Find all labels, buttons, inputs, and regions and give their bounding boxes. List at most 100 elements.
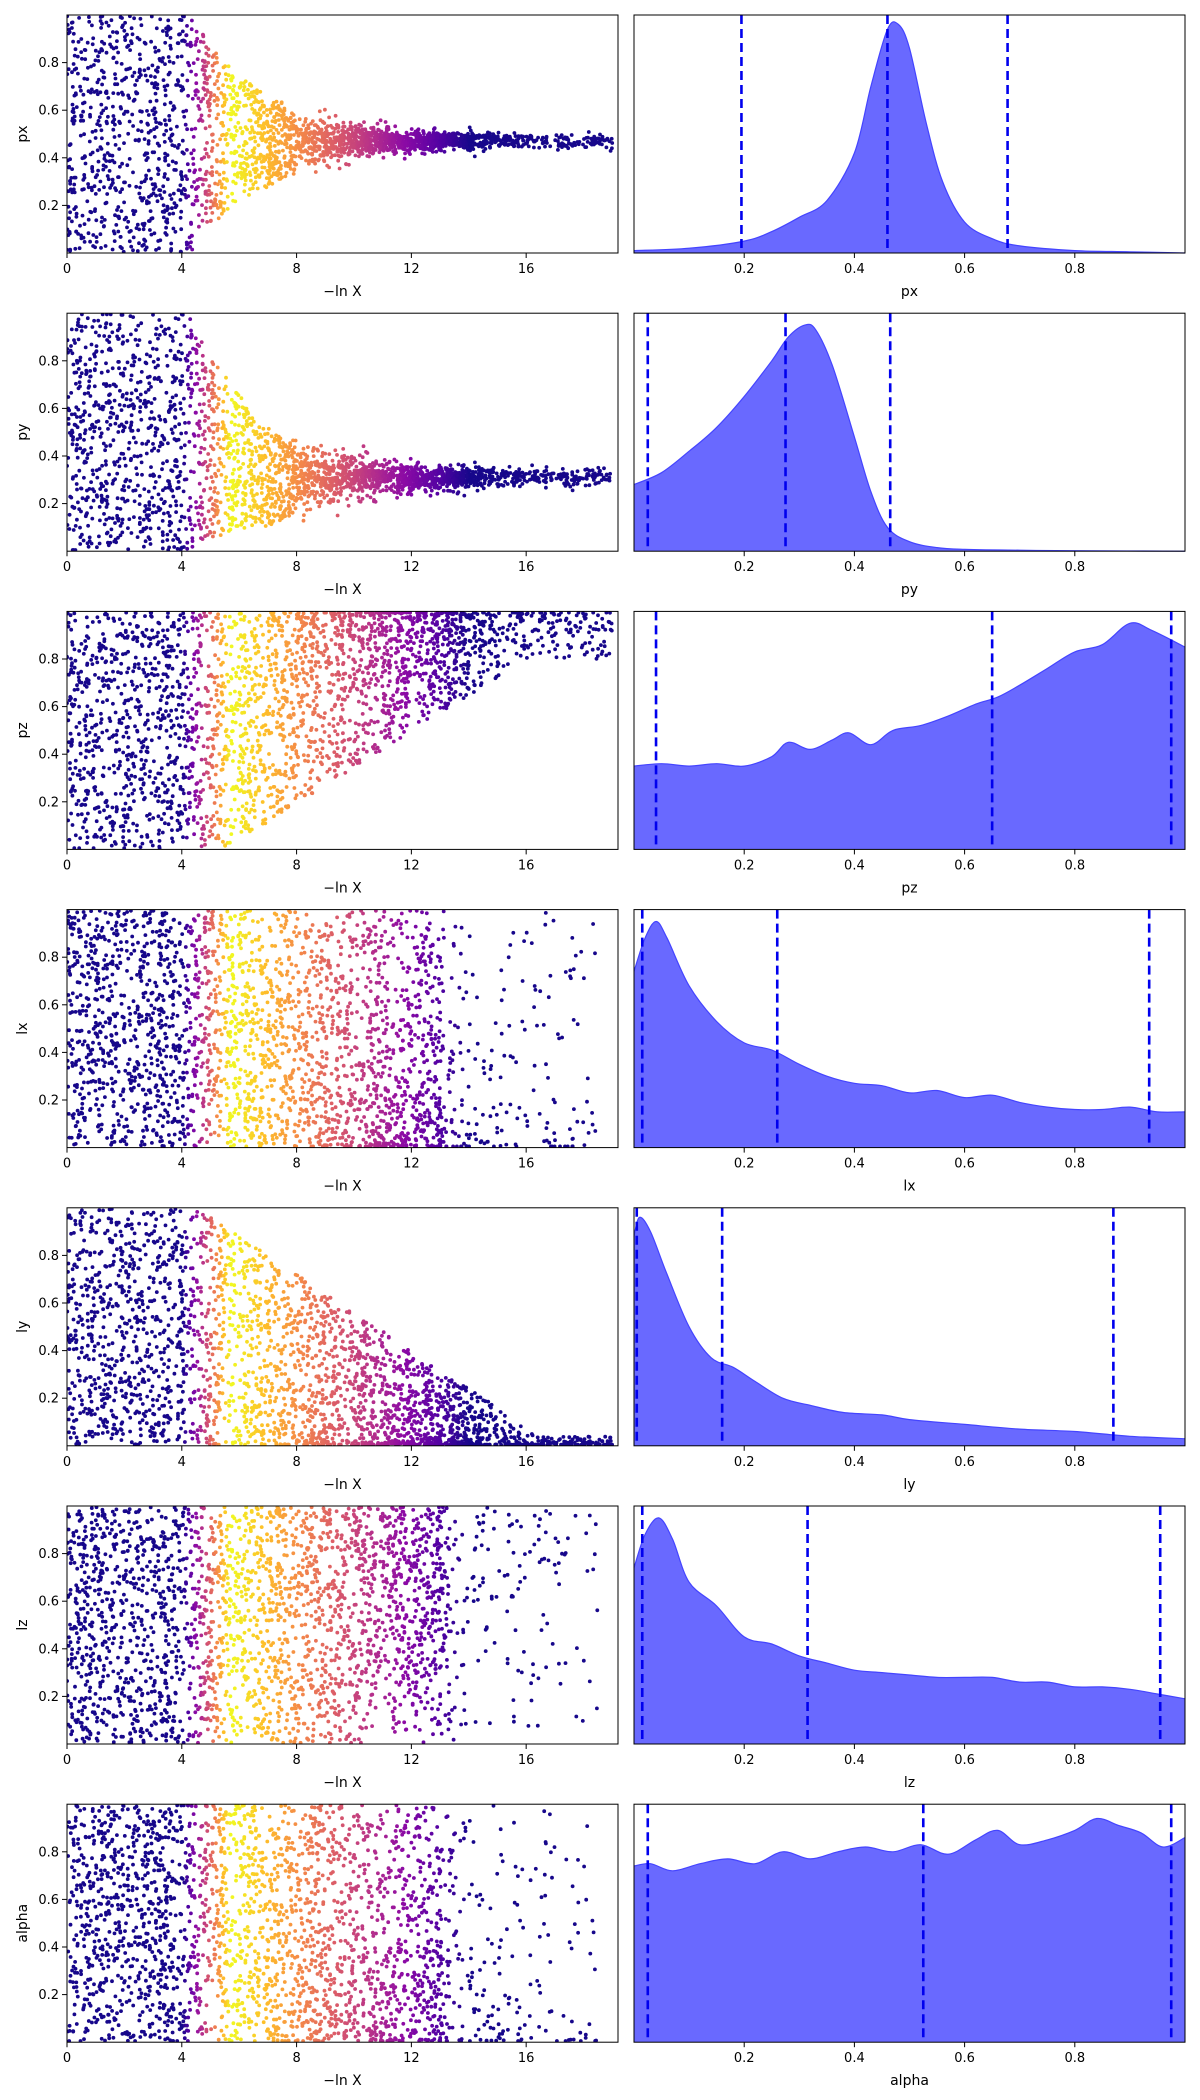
py-trace-point bbox=[451, 489, 456, 494]
py-trace-point bbox=[494, 471, 499, 476]
px-trace-point bbox=[99, 111, 104, 116]
py-trace-point bbox=[72, 338, 76, 342]
px-trace-point bbox=[190, 247, 195, 252]
px-trace-point bbox=[162, 84, 167, 89]
px-trace-point bbox=[79, 233, 83, 238]
px-trace-point bbox=[493, 140, 498, 145]
py-trace-point bbox=[193, 382, 197, 387]
px-trace-point bbox=[116, 91, 121, 96]
px-trace-point bbox=[255, 131, 260, 136]
py-trace-point bbox=[224, 375, 228, 380]
px-trace-point bbox=[193, 89, 198, 94]
px-trace-point bbox=[381, 155, 386, 160]
px-trace-point bbox=[292, 133, 296, 137]
px-trace-point bbox=[597, 141, 602, 146]
px-trace-point bbox=[180, 29, 185, 34]
px-trace-point bbox=[369, 143, 374, 148]
px-trace-point bbox=[309, 121, 313, 126]
px-trace-point bbox=[267, 171, 271, 176]
py-trace-point bbox=[141, 526, 146, 531]
py-trace-point bbox=[120, 530, 125, 535]
py-trace-point bbox=[225, 392, 230, 396]
py-trace-point bbox=[104, 361, 108, 366]
py-trace-point bbox=[306, 494, 311, 499]
py-trace-point bbox=[324, 485, 328, 490]
px-trace-point bbox=[71, 31, 76, 36]
px-trace-point bbox=[205, 88, 210, 92]
px-trace-point bbox=[235, 174, 240, 179]
py-trace-point bbox=[197, 481, 202, 486]
py-trace-point bbox=[114, 384, 118, 389]
px-trace-point bbox=[228, 111, 233, 116]
py-trace-point bbox=[261, 457, 265, 462]
py-trace-point bbox=[305, 500, 310, 505]
py-trace-point bbox=[530, 463, 534, 468]
px-trace-point bbox=[95, 92, 100, 97]
py-trace-point bbox=[86, 386, 91, 390]
py-trace-point bbox=[261, 426, 266, 431]
px-trace-point bbox=[166, 55, 171, 59]
px-trace-point bbox=[98, 19, 103, 23]
py-trace-point bbox=[320, 454, 324, 458]
py-trace-point bbox=[352, 468, 357, 473]
py-trace-point bbox=[147, 500, 152, 505]
py-trace-point bbox=[185, 334, 190, 339]
py-trace-point bbox=[345, 481, 350, 485]
py-trace-point bbox=[180, 351, 184, 356]
py-trace-point bbox=[413, 465, 418, 470]
py-trace-point bbox=[139, 460, 144, 465]
py-trace-point bbox=[372, 488, 377, 493]
px-trace-point bbox=[138, 185, 142, 190]
py-trace-point bbox=[187, 386, 191, 391]
py-trace-point bbox=[125, 338, 130, 343]
px-trace-point bbox=[219, 91, 224, 95]
px-trace-point bbox=[534, 138, 539, 143]
py-trace-point bbox=[173, 424, 178, 429]
py-trace-point bbox=[333, 448, 338, 453]
py-trace-point bbox=[110, 405, 114, 410]
px-trace-point bbox=[480, 145, 484, 149]
px-trace-point bbox=[184, 33, 189, 38]
py-trace-point bbox=[83, 325, 88, 329]
px-trace-point bbox=[180, 177, 185, 182]
py-trace-point bbox=[109, 410, 113, 415]
py-trace-point bbox=[329, 478, 334, 483]
px-trace-point bbox=[314, 144, 319, 149]
px-trace-point bbox=[469, 144, 474, 149]
px-trace-point bbox=[193, 43, 198, 47]
px-trace-point bbox=[130, 32, 135, 37]
px-trace-point bbox=[272, 115, 277, 119]
px-trace-point bbox=[82, 100, 87, 105]
px-trace-point bbox=[89, 87, 94, 92]
py-trace-point bbox=[74, 473, 78, 478]
py-trace-point bbox=[173, 407, 178, 412]
px-trace-point bbox=[71, 121, 76, 126]
py-trace-point bbox=[126, 547, 131, 552]
px-trace-point bbox=[296, 145, 301, 150]
py-trace-point bbox=[147, 503, 152, 507]
px-trace-point bbox=[281, 148, 285, 153]
py-trace-point bbox=[152, 376, 157, 380]
py-trace-point bbox=[448, 489, 452, 493]
px-trace-point bbox=[137, 75, 142, 80]
px-trace-point bbox=[308, 158, 312, 163]
px-trace-point bbox=[248, 136, 253, 141]
px-trace-point bbox=[191, 162, 196, 167]
px-trace-point bbox=[167, 212, 172, 216]
px-trace-point bbox=[76, 40, 81, 44]
px-trace-point bbox=[197, 177, 202, 181]
px-trace-point bbox=[452, 147, 456, 152]
px-trace-point bbox=[521, 143, 526, 147]
px-trace-point bbox=[139, 129, 144, 134]
py-trace-point bbox=[107, 340, 112, 344]
py-trace-point bbox=[94, 344, 99, 348]
py-trace-point bbox=[148, 473, 153, 478]
py-trace-point bbox=[104, 488, 108, 493]
px-trace-point bbox=[255, 91, 259, 96]
py-trace-point bbox=[117, 456, 122, 461]
py-trace-point bbox=[285, 470, 290, 475]
py-trace-point bbox=[81, 401, 86, 405]
py-trace-point bbox=[211, 430, 216, 435]
px-trace-point bbox=[120, 161, 124, 166]
py-trace-point bbox=[215, 442, 220, 446]
